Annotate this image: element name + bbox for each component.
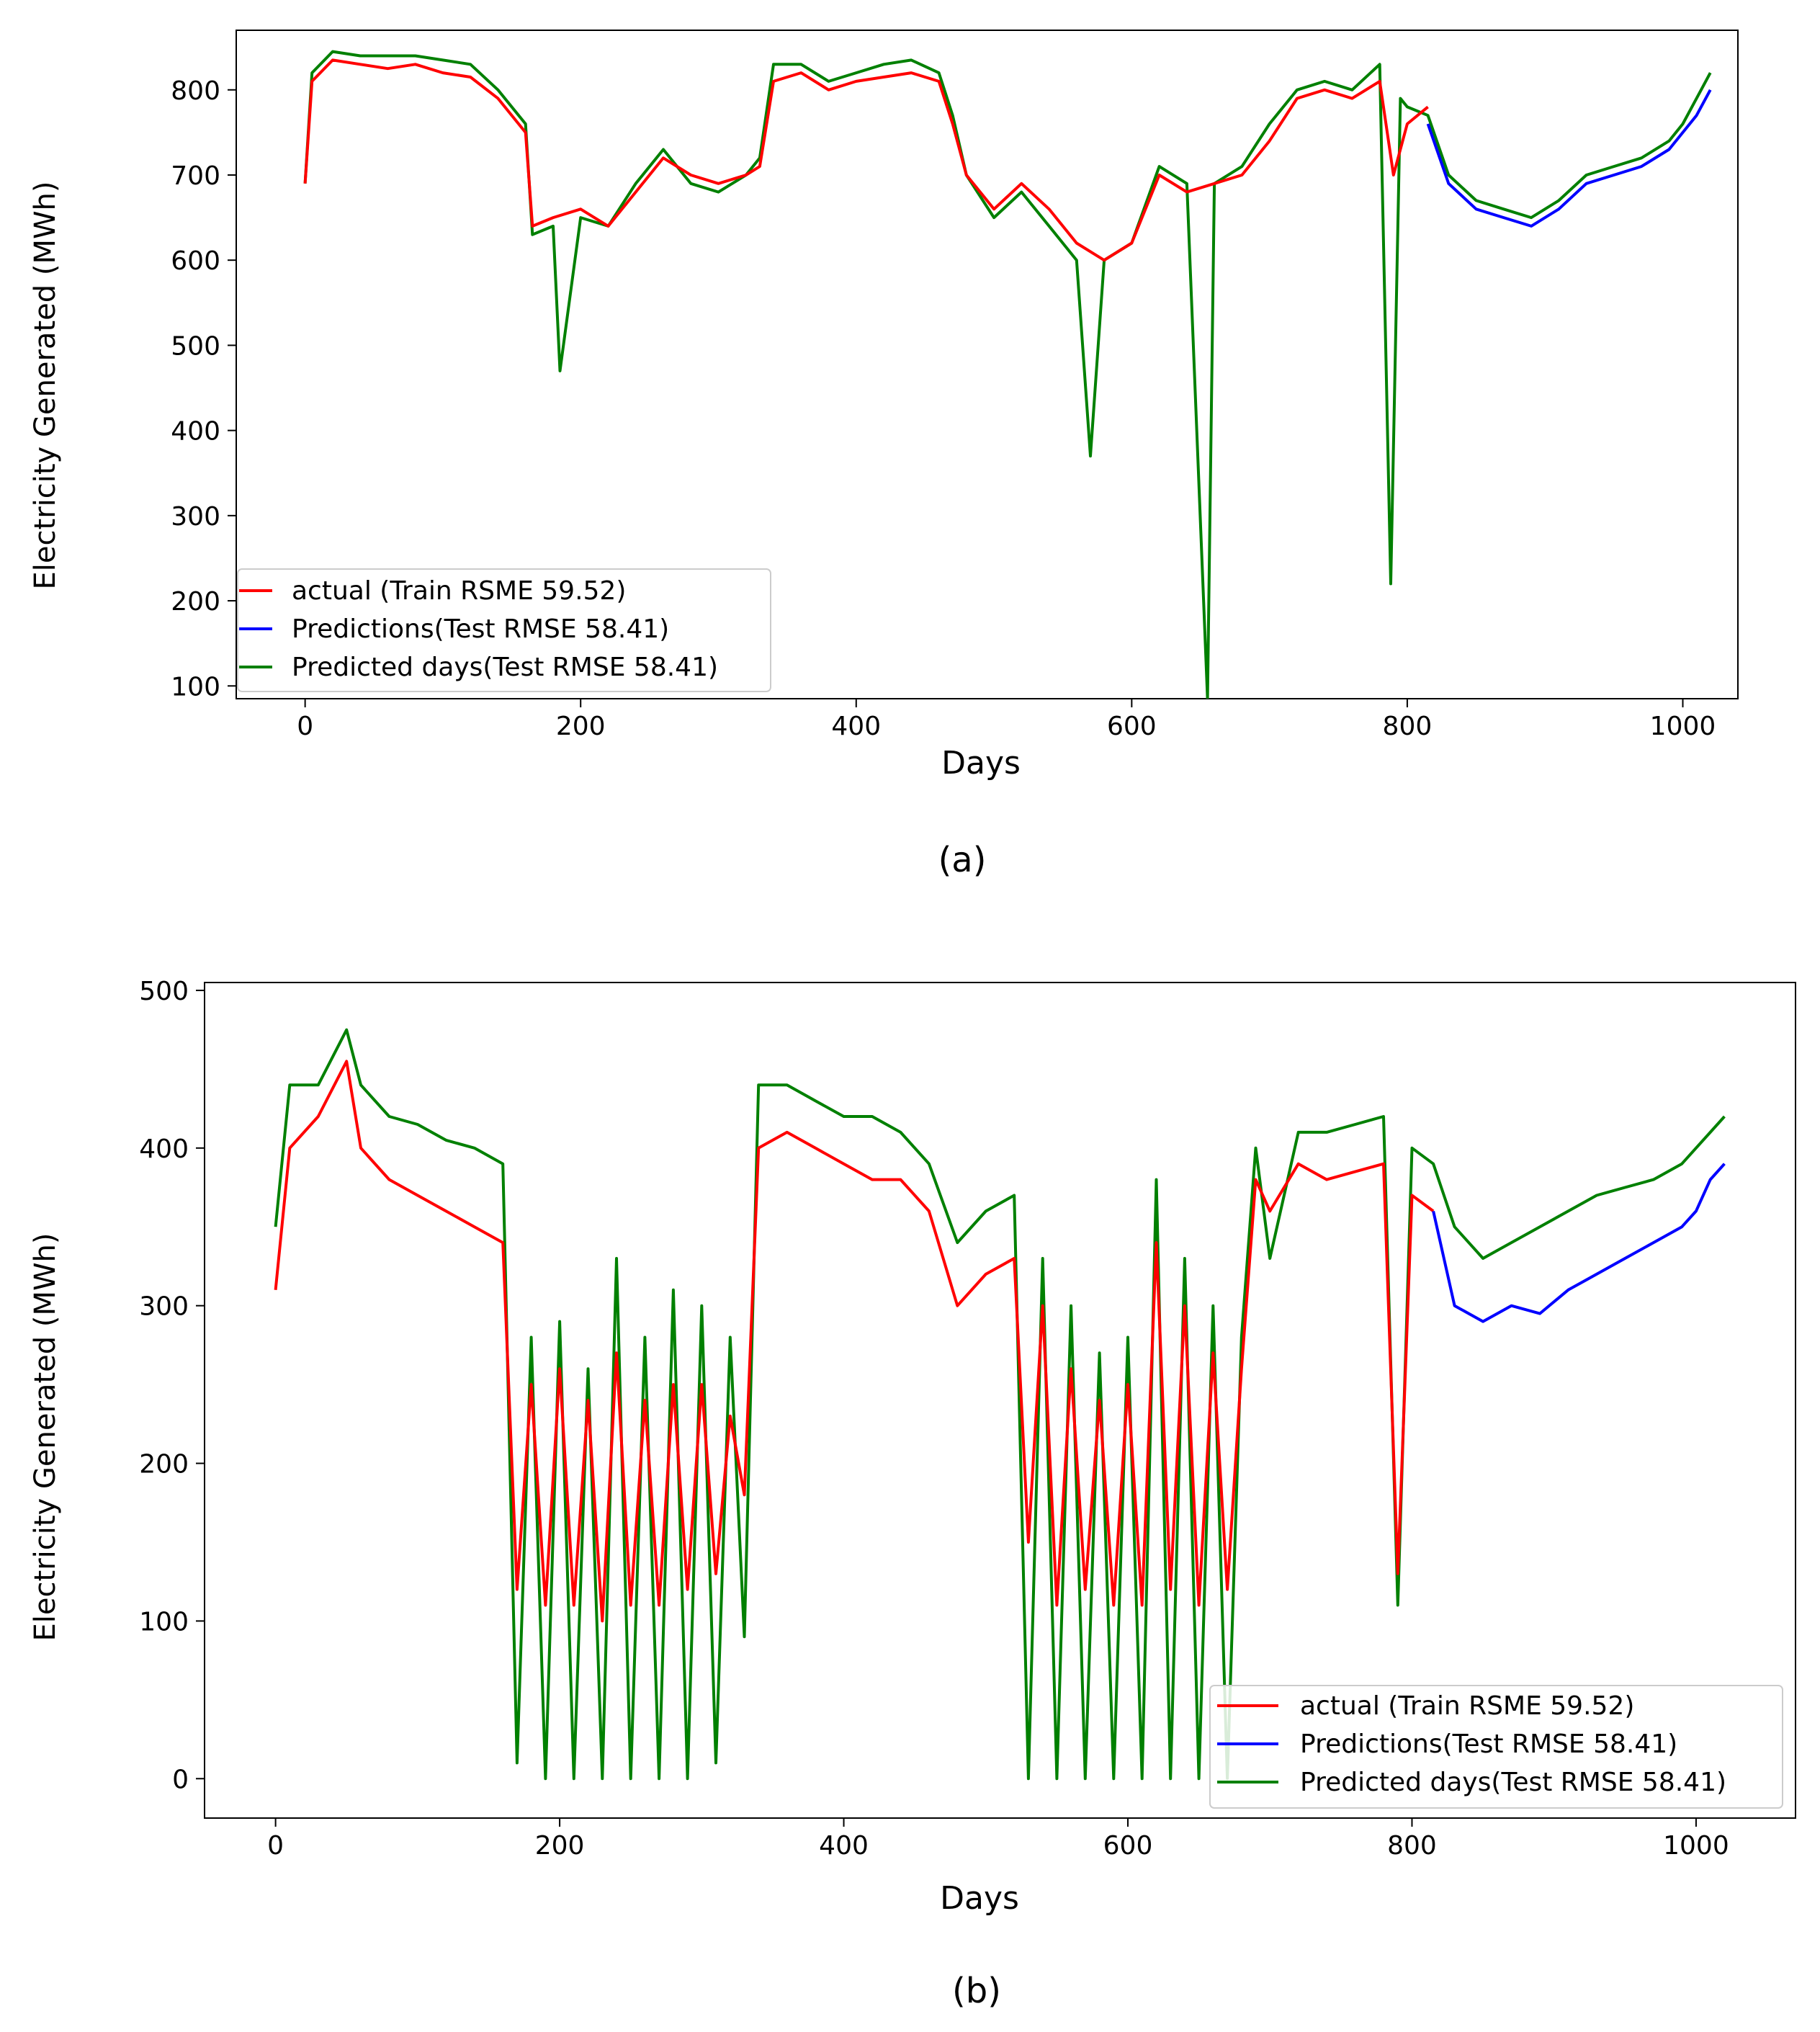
chart-a-actual-line bbox=[303, 58, 1429, 262]
chart-a-ytick-label: 700 bbox=[171, 161, 220, 191]
chart-b-ytick-label: 0 bbox=[172, 1765, 189, 1794]
chart-b-xtick-label: 600 bbox=[1103, 1831, 1153, 1861]
chart-b-caption: (b) bbox=[952, 1971, 1001, 2011]
chart-b-ytick-label: 500 bbox=[139, 977, 189, 1006]
chart-b-xtick-label: 1000 bbox=[1663, 1831, 1729, 1861]
chart-a-legend-actual: actual (Train RSME 59.52) bbox=[292, 576, 626, 606]
chart-b-ytick-label: 300 bbox=[139, 1292, 189, 1322]
chart-a-ytick-label: 600 bbox=[171, 246, 220, 276]
chart-a-xtick-label: 600 bbox=[1107, 712, 1157, 741]
chart-b-plot-frame bbox=[204, 982, 1796, 1819]
chart-a-legend-box bbox=[237, 568, 771, 692]
chart-a-ytick-label: 400 bbox=[171, 417, 220, 447]
chart-a-caption: (a) bbox=[938, 840, 987, 880]
chart-a-predictions-line bbox=[1426, 89, 1712, 228]
chart-a-legend-predicted-days: Predicted days(Test RMSE 58.41) bbox=[292, 653, 718, 682]
chart-b-xlabel: Days bbox=[940, 1880, 1019, 1917]
chart-b-legend-predicted-days: Predicted days(Test RMSE 58.41) bbox=[1300, 1768, 1726, 1797]
chart-a-ytick-label: 500 bbox=[171, 331, 220, 361]
chart-a-xtick-label: 800 bbox=[1383, 712, 1433, 741]
chart-a-ytick-label: 200 bbox=[171, 587, 220, 617]
chart-b-xtick-label: 200 bbox=[535, 1831, 585, 1861]
chart-b-predictions-line bbox=[1432, 1163, 1726, 1323]
chart-a-predicted-days-line bbox=[303, 50, 1712, 699]
chart-a-legend: actual (Train RSME 59.52) Predictions(Te… bbox=[237, 568, 771, 692]
chart-a-xtick-label: 400 bbox=[831, 712, 881, 741]
chart-b-ytick-label: 100 bbox=[139, 1607, 189, 1637]
chart-a-ytick-label: 300 bbox=[171, 502, 220, 532]
chart-b: 0 100 200 300 400 500 0 200 400 600 800 1000 Elect… bbox=[29, 977, 1796, 2011]
chart-b-predicted-days-line bbox=[274, 1028, 1726, 1781]
chart-b-legend-actual: actual (Train RSME 59.52) bbox=[1300, 1691, 1634, 1721]
chart-a-ytick-label: 100 bbox=[171, 672, 220, 702]
chart-b-legend-box bbox=[1209, 1685, 1783, 1809]
chart-b-xtick-label: 0 bbox=[267, 1831, 284, 1861]
chart-a-plot-area bbox=[303, 50, 1712, 699]
chart-b-ytick-label: 400 bbox=[139, 1134, 189, 1164]
chart-a-xtick-label: 1000 bbox=[1650, 712, 1716, 741]
chart-b-xtick-label: 400 bbox=[819, 1831, 869, 1861]
chart-b-xtick-label: 800 bbox=[1387, 1831, 1437, 1861]
chart-a: 100 200 300 400 500 600 700 800 0 200 400 600 800 10… bbox=[29, 30, 1739, 880]
chart-b-ylabel: Electricity Generated (MWh) bbox=[29, 1233, 62, 1642]
chart-a-ytick-label: 800 bbox=[171, 76, 220, 106]
chart-a-ylabel: Electricity Generated (MWh) bbox=[29, 182, 62, 590]
chart-a-legend-predictions: Predictions(Test RMSE 58.41) bbox=[292, 614, 669, 644]
chart-a-xlabel: Days bbox=[941, 745, 1021, 782]
chart-b-legend: actual (Train RSME 59.52) Predictions(Te… bbox=[1209, 1685, 1783, 1809]
chart-a-xtick-label: 0 bbox=[297, 712, 313, 741]
chart-b-plot-area bbox=[274, 1028, 1726, 1781]
chart-b-legend-predictions: Predictions(Test RMSE 58.41) bbox=[1300, 1729, 1677, 1759]
chart-a-xtick-label: 200 bbox=[556, 712, 606, 741]
chart-b-actual-line bbox=[274, 1060, 1435, 1623]
chart-b-ytick-label: 200 bbox=[139, 1450, 189, 1480]
